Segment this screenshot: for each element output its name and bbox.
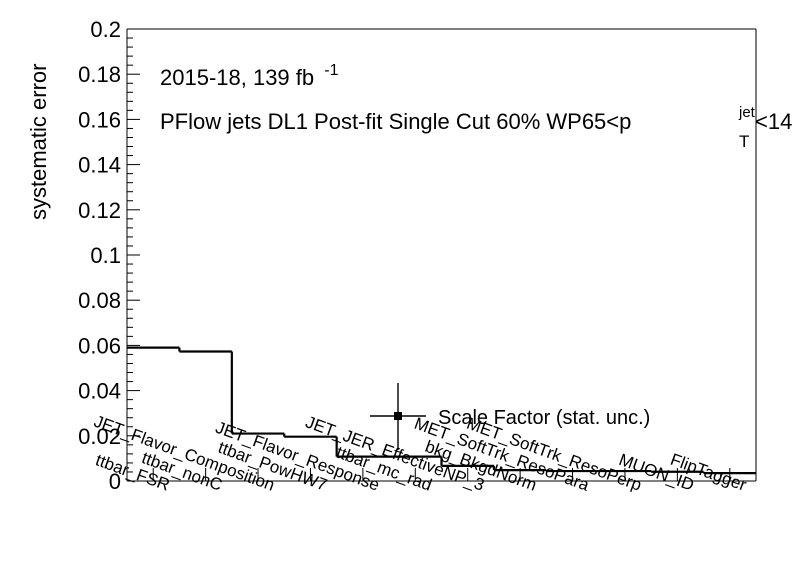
x-axis-ticks xyxy=(152,468,731,481)
y-tick-label: 0.02 xyxy=(78,424,121,449)
luminosity-annotation: 2015-18, 139 fb -1 xyxy=(160,62,339,90)
y-tick-label: 0.1 xyxy=(90,243,121,268)
selection-annotation: PFlow jets DL1 Post-fit Single Cut 60% W… xyxy=(160,109,631,134)
y-axis-label: systematic error xyxy=(26,64,51,220)
legend: Scale Factor (stat. unc.) xyxy=(370,383,650,450)
luminosity-text: 2015-18, 139 fb xyxy=(160,65,314,90)
y-tick-label: 0.2 xyxy=(90,17,121,42)
y-tick-label: 0.16 xyxy=(78,107,121,132)
y-tick-label: 0.04 xyxy=(78,379,121,404)
legend-label: Scale Factor (stat. unc.) xyxy=(438,407,650,429)
y-axis-ticks: 0 0.02 0.04 0.06 0.08 0.1 0.12 0.14 0.16 0.18 0.2 xyxy=(78,17,140,494)
luminosity-superscript: -1 xyxy=(324,62,338,79)
histogram-series xyxy=(127,346,756,475)
y-tick-label: 0 xyxy=(109,469,121,494)
y-tick-label: 0.06 xyxy=(78,333,121,358)
y-tick-label: 0.12 xyxy=(78,198,121,223)
plot-frame xyxy=(126,28,757,482)
selection-annotation-tail: <14 xyxy=(755,109,792,134)
legend-marker-square xyxy=(394,412,402,420)
y-tick-label: 0.18 xyxy=(78,62,121,87)
y-tick-label: 0.08 xyxy=(78,288,121,313)
selection-superscript-jet: jet xyxy=(738,104,756,121)
y-tick-label: 0.14 xyxy=(78,153,121,178)
selection-subscript-T: T xyxy=(739,132,749,151)
